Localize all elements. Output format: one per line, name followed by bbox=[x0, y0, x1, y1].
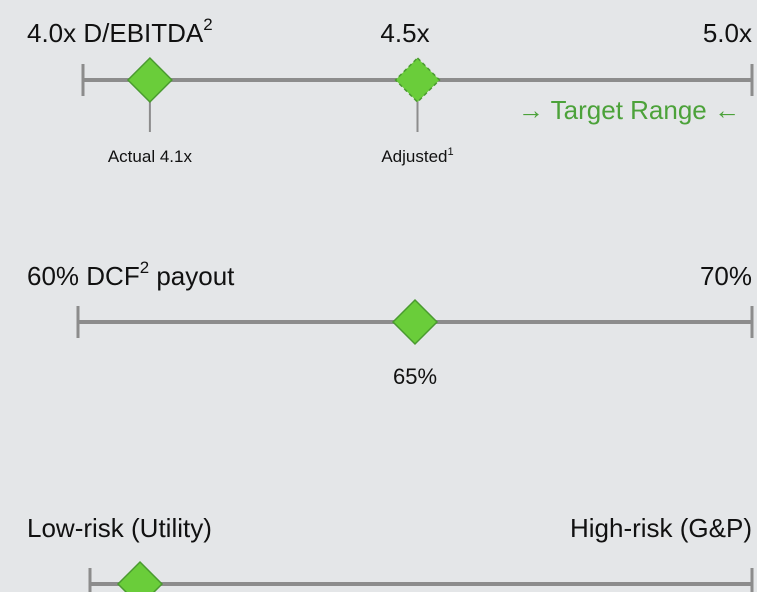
target-range-label: → Target Range ← bbox=[518, 95, 740, 125]
marker-label: Actual 4.1x bbox=[108, 147, 193, 166]
left-label-text: Low-risk (Utility) bbox=[27, 513, 212, 543]
middle-label: 4.5x bbox=[380, 18, 429, 48]
footnote-mark: 1 bbox=[448, 146, 454, 158]
marker-label: Adjusted1 bbox=[381, 146, 453, 167]
right-label: 70% bbox=[700, 261, 752, 291]
right-label: 5.0x bbox=[703, 18, 752, 48]
diamond-marker bbox=[116, 560, 164, 592]
right-label: High-risk (G&P) bbox=[570, 513, 752, 543]
diamond-marker bbox=[126, 56, 173, 104]
left-label-text: 4.0x D/EBITDA bbox=[27, 18, 204, 48]
marker-label-text: Actual 4.1x bbox=[108, 147, 193, 166]
diamond-marker bbox=[391, 298, 439, 346]
footnote-mark: 2 bbox=[140, 258, 149, 277]
left-label: 4.0x D/EBITDA2 bbox=[27, 15, 213, 48]
left-label: 60% DCF2 payout bbox=[27, 258, 235, 291]
left-label-suffix: payout bbox=[149, 261, 235, 291]
marker-label: 65% bbox=[393, 364, 437, 389]
left-label: Low-risk (Utility) bbox=[27, 513, 212, 543]
diamond-marker bbox=[394, 56, 441, 104]
left-label-text: 60% DCF bbox=[27, 261, 140, 291]
marker-label-text: Adjusted bbox=[381, 147, 447, 166]
footnote-mark: 2 bbox=[203, 15, 212, 34]
marker-label-text: 65% bbox=[393, 364, 437, 389]
